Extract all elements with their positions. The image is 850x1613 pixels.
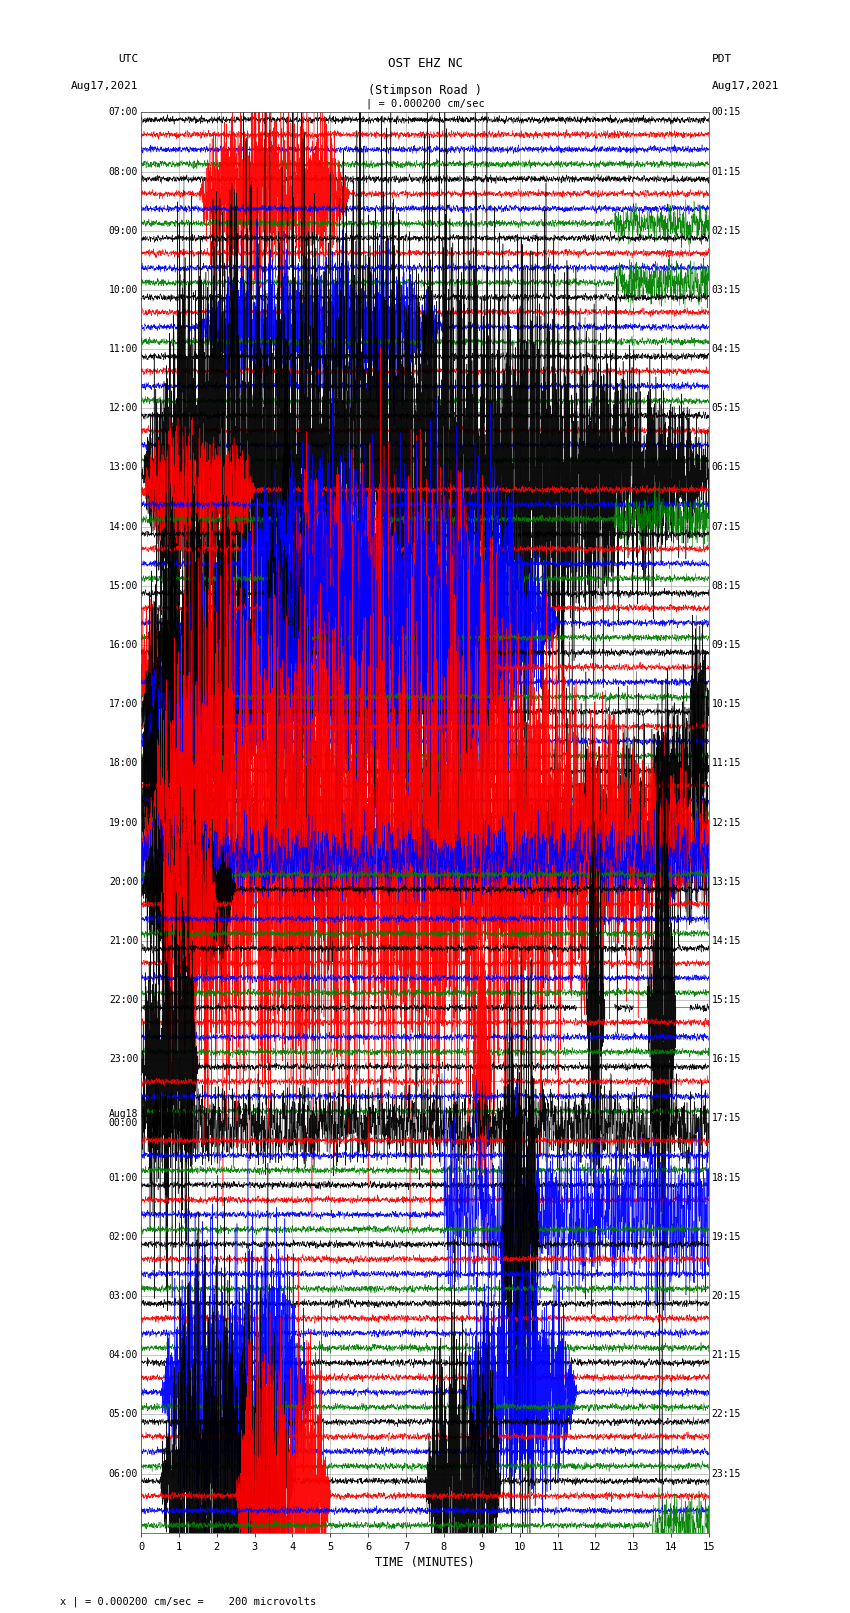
Text: Aug18
00:00: Aug18 00:00 xyxy=(109,1108,139,1127)
Text: 22:00: 22:00 xyxy=(109,995,139,1005)
Text: 17:00: 17:00 xyxy=(109,698,139,710)
Text: 18:15: 18:15 xyxy=(711,1173,741,1182)
Text: 00:15: 00:15 xyxy=(711,108,741,118)
Text: 07:15: 07:15 xyxy=(711,521,741,532)
Text: 19:15: 19:15 xyxy=(711,1232,741,1242)
Text: (Stimpson Road ): (Stimpson Road ) xyxy=(368,84,482,97)
Text: 09:15: 09:15 xyxy=(711,640,741,650)
Text: 11:15: 11:15 xyxy=(711,758,741,768)
Text: 04:00: 04:00 xyxy=(109,1350,139,1360)
Text: 10:00: 10:00 xyxy=(109,286,139,295)
Text: 13:15: 13:15 xyxy=(711,877,741,887)
Text: 13:00: 13:00 xyxy=(109,463,139,473)
Text: 15:00: 15:00 xyxy=(109,581,139,590)
Text: 20:00: 20:00 xyxy=(109,877,139,887)
Text: 05:15: 05:15 xyxy=(711,403,741,413)
Text: 16:00: 16:00 xyxy=(109,640,139,650)
Text: 14:00: 14:00 xyxy=(109,521,139,532)
Text: 03:15: 03:15 xyxy=(711,286,741,295)
Text: 14:15: 14:15 xyxy=(711,936,741,945)
Text: 21:15: 21:15 xyxy=(711,1350,741,1360)
Text: OST EHZ NC: OST EHZ NC xyxy=(388,56,462,69)
Text: 12:15: 12:15 xyxy=(711,818,741,827)
Text: 09:00: 09:00 xyxy=(109,226,139,235)
Text: 16:15: 16:15 xyxy=(711,1055,741,1065)
Text: 05:00: 05:00 xyxy=(109,1410,139,1419)
X-axis label: TIME (MINUTES): TIME (MINUTES) xyxy=(375,1557,475,1569)
Text: 20:15: 20:15 xyxy=(711,1290,741,1302)
Text: Aug17,2021: Aug17,2021 xyxy=(71,81,139,92)
Text: 10:15: 10:15 xyxy=(711,698,741,710)
Text: | = 0.000200 cm/sec: | = 0.000200 cm/sec xyxy=(366,98,484,108)
Text: 06:15: 06:15 xyxy=(711,463,741,473)
Text: 23:15: 23:15 xyxy=(711,1468,741,1479)
Text: 01:00: 01:00 xyxy=(109,1173,139,1182)
Text: 23:00: 23:00 xyxy=(109,1055,139,1065)
Text: 08:00: 08:00 xyxy=(109,166,139,176)
Text: 15:15: 15:15 xyxy=(711,995,741,1005)
Text: 01:15: 01:15 xyxy=(711,166,741,176)
Text: 07:00: 07:00 xyxy=(109,108,139,118)
Text: 02:00: 02:00 xyxy=(109,1232,139,1242)
Text: 06:00: 06:00 xyxy=(109,1468,139,1479)
Text: 08:15: 08:15 xyxy=(711,581,741,590)
Text: 03:00: 03:00 xyxy=(109,1290,139,1302)
Text: Aug17,2021: Aug17,2021 xyxy=(711,81,779,92)
Text: 11:00: 11:00 xyxy=(109,344,139,355)
Text: UTC: UTC xyxy=(118,55,139,65)
Text: 19:00: 19:00 xyxy=(109,818,139,827)
Text: 18:00: 18:00 xyxy=(109,758,139,768)
Text: 02:15: 02:15 xyxy=(711,226,741,235)
Text: PDT: PDT xyxy=(711,55,732,65)
Text: 21:00: 21:00 xyxy=(109,936,139,945)
Text: 22:15: 22:15 xyxy=(711,1410,741,1419)
Text: 17:15: 17:15 xyxy=(711,1113,741,1124)
Text: x | = 0.000200 cm/sec =    200 microvolts: x | = 0.000200 cm/sec = 200 microvolts xyxy=(60,1595,315,1607)
Text: 04:15: 04:15 xyxy=(711,344,741,355)
Text: 12:00: 12:00 xyxy=(109,403,139,413)
